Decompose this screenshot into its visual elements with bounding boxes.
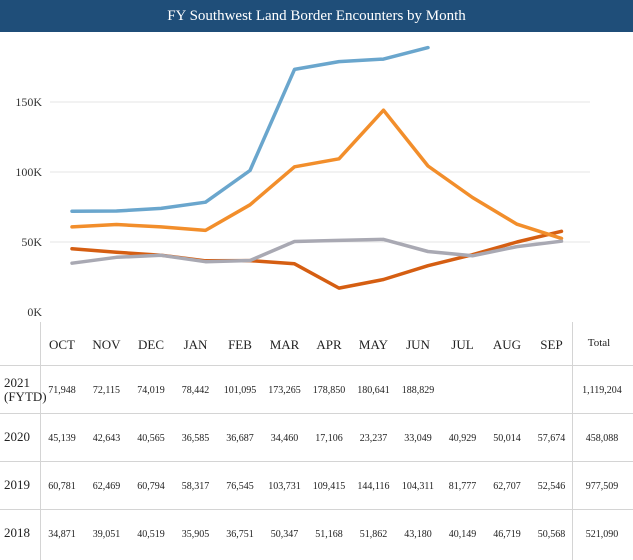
row-label: 2020: [4, 430, 30, 444]
series-line-2018: [70, 237, 564, 265]
table-cell: 50,014: [493, 433, 521, 444]
table-cell: 36,687: [226, 433, 254, 444]
table-cell: 71,948: [48, 385, 76, 396]
total-cell: 1,119,204: [582, 385, 622, 396]
table-cell: 74,019: [137, 385, 165, 396]
total-header: Total: [587, 337, 611, 349]
month-header: FEB: [228, 337, 252, 352]
table-cell: 60,794: [137, 481, 165, 492]
table-cell: 72,115: [92, 385, 121, 396]
month-header: AUG: [492, 337, 522, 352]
row-label-line: 2019: [4, 477, 30, 492]
table-cell: 46,719: [493, 529, 521, 540]
month-header: JUN: [406, 337, 430, 352]
table-cell: 58,317: [181, 481, 210, 492]
table-cell: 57,674: [537, 433, 566, 444]
y-tick-label: 0K: [27, 305, 42, 319]
table-cell: 51,862: [359, 529, 388, 540]
data-table: OCT NOV DEC JAN FEB MAR APR MAY JUN JUL AUG SEP Tota…: [0, 322, 633, 560]
table-row-divider: [0, 413, 633, 414]
table-row-divider: [0, 461, 633, 462]
y-tick-label: 150K: [15, 95, 42, 109]
table-cell: 40,149: [448, 529, 477, 540]
month-header: MAR: [269, 337, 300, 352]
table-cell: 36,751: [226, 529, 254, 540]
table-cell: 40,565: [137, 433, 165, 444]
table-cell: 34,871: [48, 529, 76, 540]
chart-title: FY Southwest Land Border Encounters by M…: [0, 0, 633, 32]
row-label-line: 2020: [4, 429, 30, 444]
table-cell: 76,545: [226, 481, 254, 492]
table-cell: 40,519: [137, 529, 165, 540]
table-cell: 173,265: [268, 385, 301, 396]
table-cell: 144,116: [357, 481, 390, 492]
row-label-line: 2018: [4, 525, 30, 540]
table-cell: 23,237: [359, 433, 388, 444]
month-header: OCT: [49, 337, 75, 352]
total-cell: 458,088: [585, 433, 619, 444]
table-row-divider: [0, 365, 633, 366]
table-cell: 17,106: [315, 433, 343, 444]
table-row-divider: [0, 509, 633, 510]
month-header: NOV: [92, 337, 121, 352]
table-cell: 36,585: [181, 433, 210, 444]
total-cell: 521,090: [585, 529, 619, 540]
line-chart: 0K 50K 100K 150K: [15, 45, 590, 319]
row-label: 2019: [4, 478, 30, 492]
total-cell: 977,509: [585, 481, 619, 492]
row-label-line: 2021: [4, 375, 30, 390]
table-cell: 51,168: [315, 529, 343, 540]
table-cell: 109,415: [312, 481, 346, 492]
row-label: 2018: [4, 526, 30, 540]
table-cell: 50,347: [270, 529, 299, 540]
table-cell: 50,568: [537, 529, 566, 540]
table-cell: 45,139: [48, 433, 76, 444]
month-header: SEP: [540, 337, 563, 352]
table-cell: 43,180: [404, 529, 432, 540]
series-line-2019: [70, 108, 564, 241]
month-header: JAN: [183, 337, 208, 352]
month-header: JUL: [451, 337, 474, 352]
table-cell: 81,777: [448, 481, 477, 492]
table-cell: 62,707: [493, 481, 521, 492]
table-cell: 40,929: [448, 433, 477, 444]
table-cell: 62,469: [92, 481, 121, 492]
table-cell: 52,546: [537, 481, 566, 492]
table-cell: 78,442: [181, 385, 210, 396]
table-cell: 180,641: [357, 385, 390, 396]
month-header: DEC: [138, 337, 164, 352]
table-cell: 42,643: [92, 433, 121, 444]
table-cell: 103,731: [268, 481, 301, 492]
month-header: MAY: [358, 337, 389, 352]
table-divider: [572, 322, 573, 560]
y-tick-label: 100K: [15, 165, 42, 179]
table-cell: 39,051: [92, 529, 121, 540]
table-cell: 33,049: [404, 433, 432, 444]
row-label: 2021 (FYTD): [4, 376, 47, 404]
table-cell: 34,460: [270, 433, 299, 444]
table-cell: 101,095: [223, 385, 257, 396]
row-label-line: (FYTD): [4, 389, 47, 404]
table-cell: 35,905: [181, 529, 210, 540]
month-header: APR: [316, 337, 342, 352]
table-cell: 104,311: [401, 481, 435, 492]
table-cell: 188,829: [401, 385, 435, 396]
y-tick-label: 50K: [21, 235, 42, 249]
table-cell: 178,850: [312, 385, 346, 396]
table-divider: [40, 322, 41, 560]
table-cell: 60,781: [48, 481, 76, 492]
series-line-2021: [70, 45, 430, 214]
